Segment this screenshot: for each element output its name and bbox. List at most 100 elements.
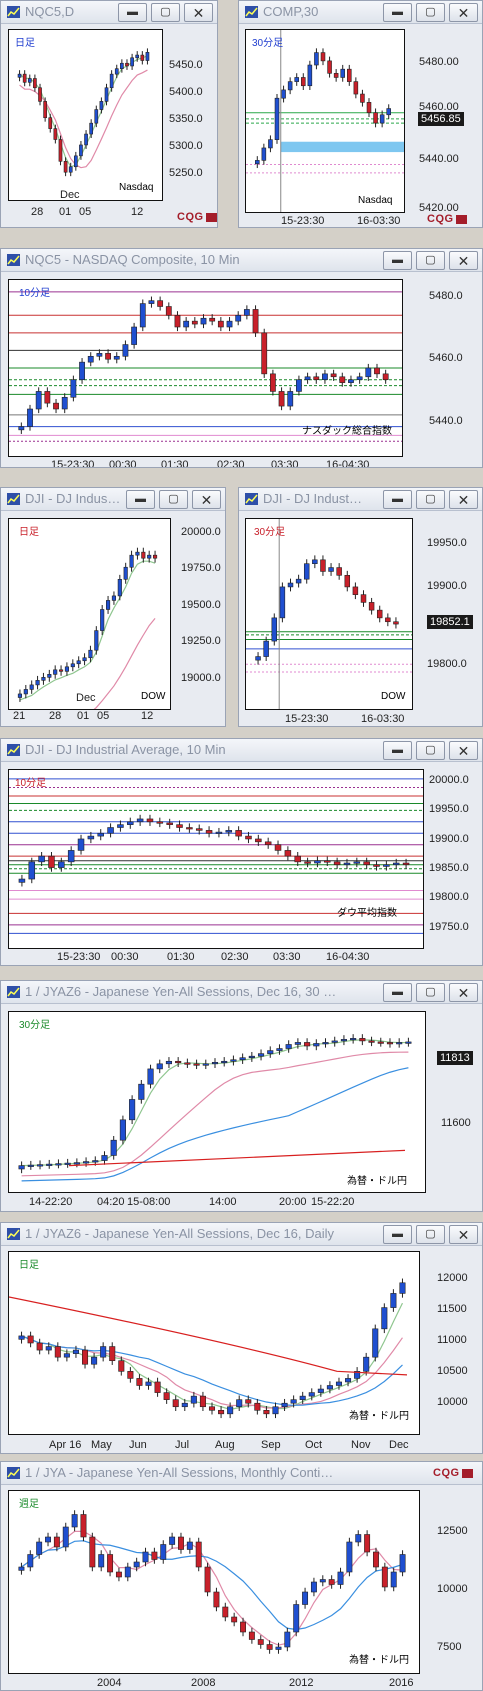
close-button[interactable]: ✕ xyxy=(449,1225,478,1244)
candle xyxy=(386,108,391,116)
candle xyxy=(372,1328,379,1358)
candle xyxy=(359,1038,366,1042)
chart-plot-area[interactable]: 週足 為替・ドル円 xyxy=(8,1490,420,1674)
candle xyxy=(96,353,103,357)
close-button[interactable]: ✕ xyxy=(449,741,478,760)
chart-plot-area[interactable]: 日足 DOW xyxy=(8,518,171,710)
candle xyxy=(392,862,400,866)
y-tick: 5460.0 xyxy=(429,352,463,364)
moving-average-line xyxy=(21,1530,403,1646)
candle xyxy=(230,1059,237,1062)
highlight-band xyxy=(280,141,404,153)
moving-average-line xyxy=(21,1067,409,1182)
close-button[interactable]: ✕ xyxy=(192,490,221,509)
candle xyxy=(271,617,278,642)
candle xyxy=(396,1042,403,1045)
maximize-button[interactable]: ▢ xyxy=(416,983,445,1002)
maximize-button[interactable]: ▢ xyxy=(416,251,445,270)
candle xyxy=(101,1155,108,1161)
candle xyxy=(138,1083,145,1100)
candle xyxy=(73,1162,80,1165)
chart-plot-area[interactable]: 30分足 Nasdaq xyxy=(245,29,405,213)
x-tick: 03:30 xyxy=(273,951,301,963)
candle xyxy=(27,78,32,83)
maximize-button[interactable]: ▢ xyxy=(416,490,445,509)
candle xyxy=(18,1566,25,1571)
candle xyxy=(218,1409,225,1415)
close-button[interactable]: ✕ xyxy=(184,3,213,22)
minimize-button[interactable]: ▬ xyxy=(118,3,147,22)
candle xyxy=(248,1631,255,1640)
candle xyxy=(303,563,310,580)
candle xyxy=(274,97,280,140)
candle xyxy=(213,1591,220,1608)
close-button[interactable]: ✕ xyxy=(449,3,478,22)
minimize-button[interactable]: ▬ xyxy=(383,741,412,760)
y-tick: 19750.0 xyxy=(429,921,469,933)
candle xyxy=(310,1581,317,1593)
minimize-button[interactable]: ▬ xyxy=(383,3,412,22)
x-tick: 15-23:30 xyxy=(281,215,325,227)
chart-plot-area[interactable]: 30分足 DOW xyxy=(245,518,413,710)
period-label: 週足 xyxy=(19,1499,39,1510)
candle xyxy=(373,1551,379,1568)
minimize-button[interactable]: ▬ xyxy=(383,490,412,509)
period-label: 日足 xyxy=(19,527,39,538)
x-tick: 02:30 xyxy=(221,951,249,963)
candle xyxy=(340,1039,347,1042)
candle xyxy=(82,1349,89,1365)
candle xyxy=(41,677,46,681)
maximize-button[interactable]: ▢ xyxy=(416,1225,445,1244)
x-tick: 03:30 xyxy=(271,459,299,468)
title-bar: 1 / JYAZ6 - Japanese Yen-All Sessions, D… xyxy=(1,981,482,1004)
candle xyxy=(63,1353,70,1358)
candle xyxy=(322,1042,329,1045)
close-button[interactable]: ✕ xyxy=(449,983,478,1002)
minimize-button[interactable]: ▬ xyxy=(126,490,155,509)
candle xyxy=(58,861,65,868)
candle xyxy=(82,657,87,662)
candle xyxy=(105,353,111,360)
candle xyxy=(344,575,351,588)
x-tick: Jun xyxy=(129,1439,147,1451)
maximize-button[interactable]: ▢ xyxy=(416,741,445,760)
close-button[interactable]: ✕ xyxy=(449,251,478,270)
chart-plot-area[interactable]: 日足 為替・ドル円 xyxy=(8,1251,420,1435)
minimize-button[interactable]: ▬ xyxy=(383,1225,412,1244)
x-tick: 01 xyxy=(59,206,72,218)
y-tick: 19950.0 xyxy=(427,537,467,549)
candle xyxy=(157,300,164,307)
candle xyxy=(113,355,120,360)
candle xyxy=(106,600,111,610)
candle xyxy=(257,1639,264,1645)
candle xyxy=(29,684,34,690)
candle xyxy=(99,101,104,110)
moving-average-line xyxy=(21,1302,404,1411)
candle xyxy=(294,855,301,863)
candle xyxy=(22,73,27,83)
candle xyxy=(319,1579,326,1583)
minimize-button[interactable]: ▬ xyxy=(383,983,412,1002)
candle xyxy=(266,1644,273,1650)
candle xyxy=(118,1360,125,1372)
maximize-button[interactable]: ▢ xyxy=(159,490,188,509)
candle xyxy=(72,1349,79,1354)
chart-plot-area[interactable]: 10分足 ダウ平均指数 xyxy=(8,769,424,949)
candle xyxy=(240,1621,246,1633)
chart-plot-area[interactable]: 10分足 ナスダック総合指数 xyxy=(8,279,403,457)
close-button[interactable]: ✕ xyxy=(449,490,478,509)
title-bar: 1 / JYAZ6 - Japanese Yen-All Sessions, D… xyxy=(1,1223,482,1246)
chart-window-dji-daily: DJI - DJ Indus… ▬ ▢ ✕ 日足 DOW 20000.0 197… xyxy=(0,487,226,727)
candle xyxy=(267,1050,274,1054)
maximize-button[interactable]: ▢ xyxy=(151,3,180,22)
maximize-button[interactable]: ▢ xyxy=(416,3,445,22)
minimize-button[interactable]: ▬ xyxy=(383,251,412,270)
candle xyxy=(160,1544,167,1560)
candle xyxy=(122,344,129,357)
candle xyxy=(47,674,52,678)
chart-plot-area[interactable]: 日足 Nasdaq xyxy=(8,29,163,201)
chart-plot-area[interactable]: 30分足 為替・ドル円 xyxy=(8,1011,426,1193)
candle xyxy=(347,68,352,82)
y-tick: 19850.0 xyxy=(429,862,469,874)
chart-app-icon xyxy=(7,254,20,266)
